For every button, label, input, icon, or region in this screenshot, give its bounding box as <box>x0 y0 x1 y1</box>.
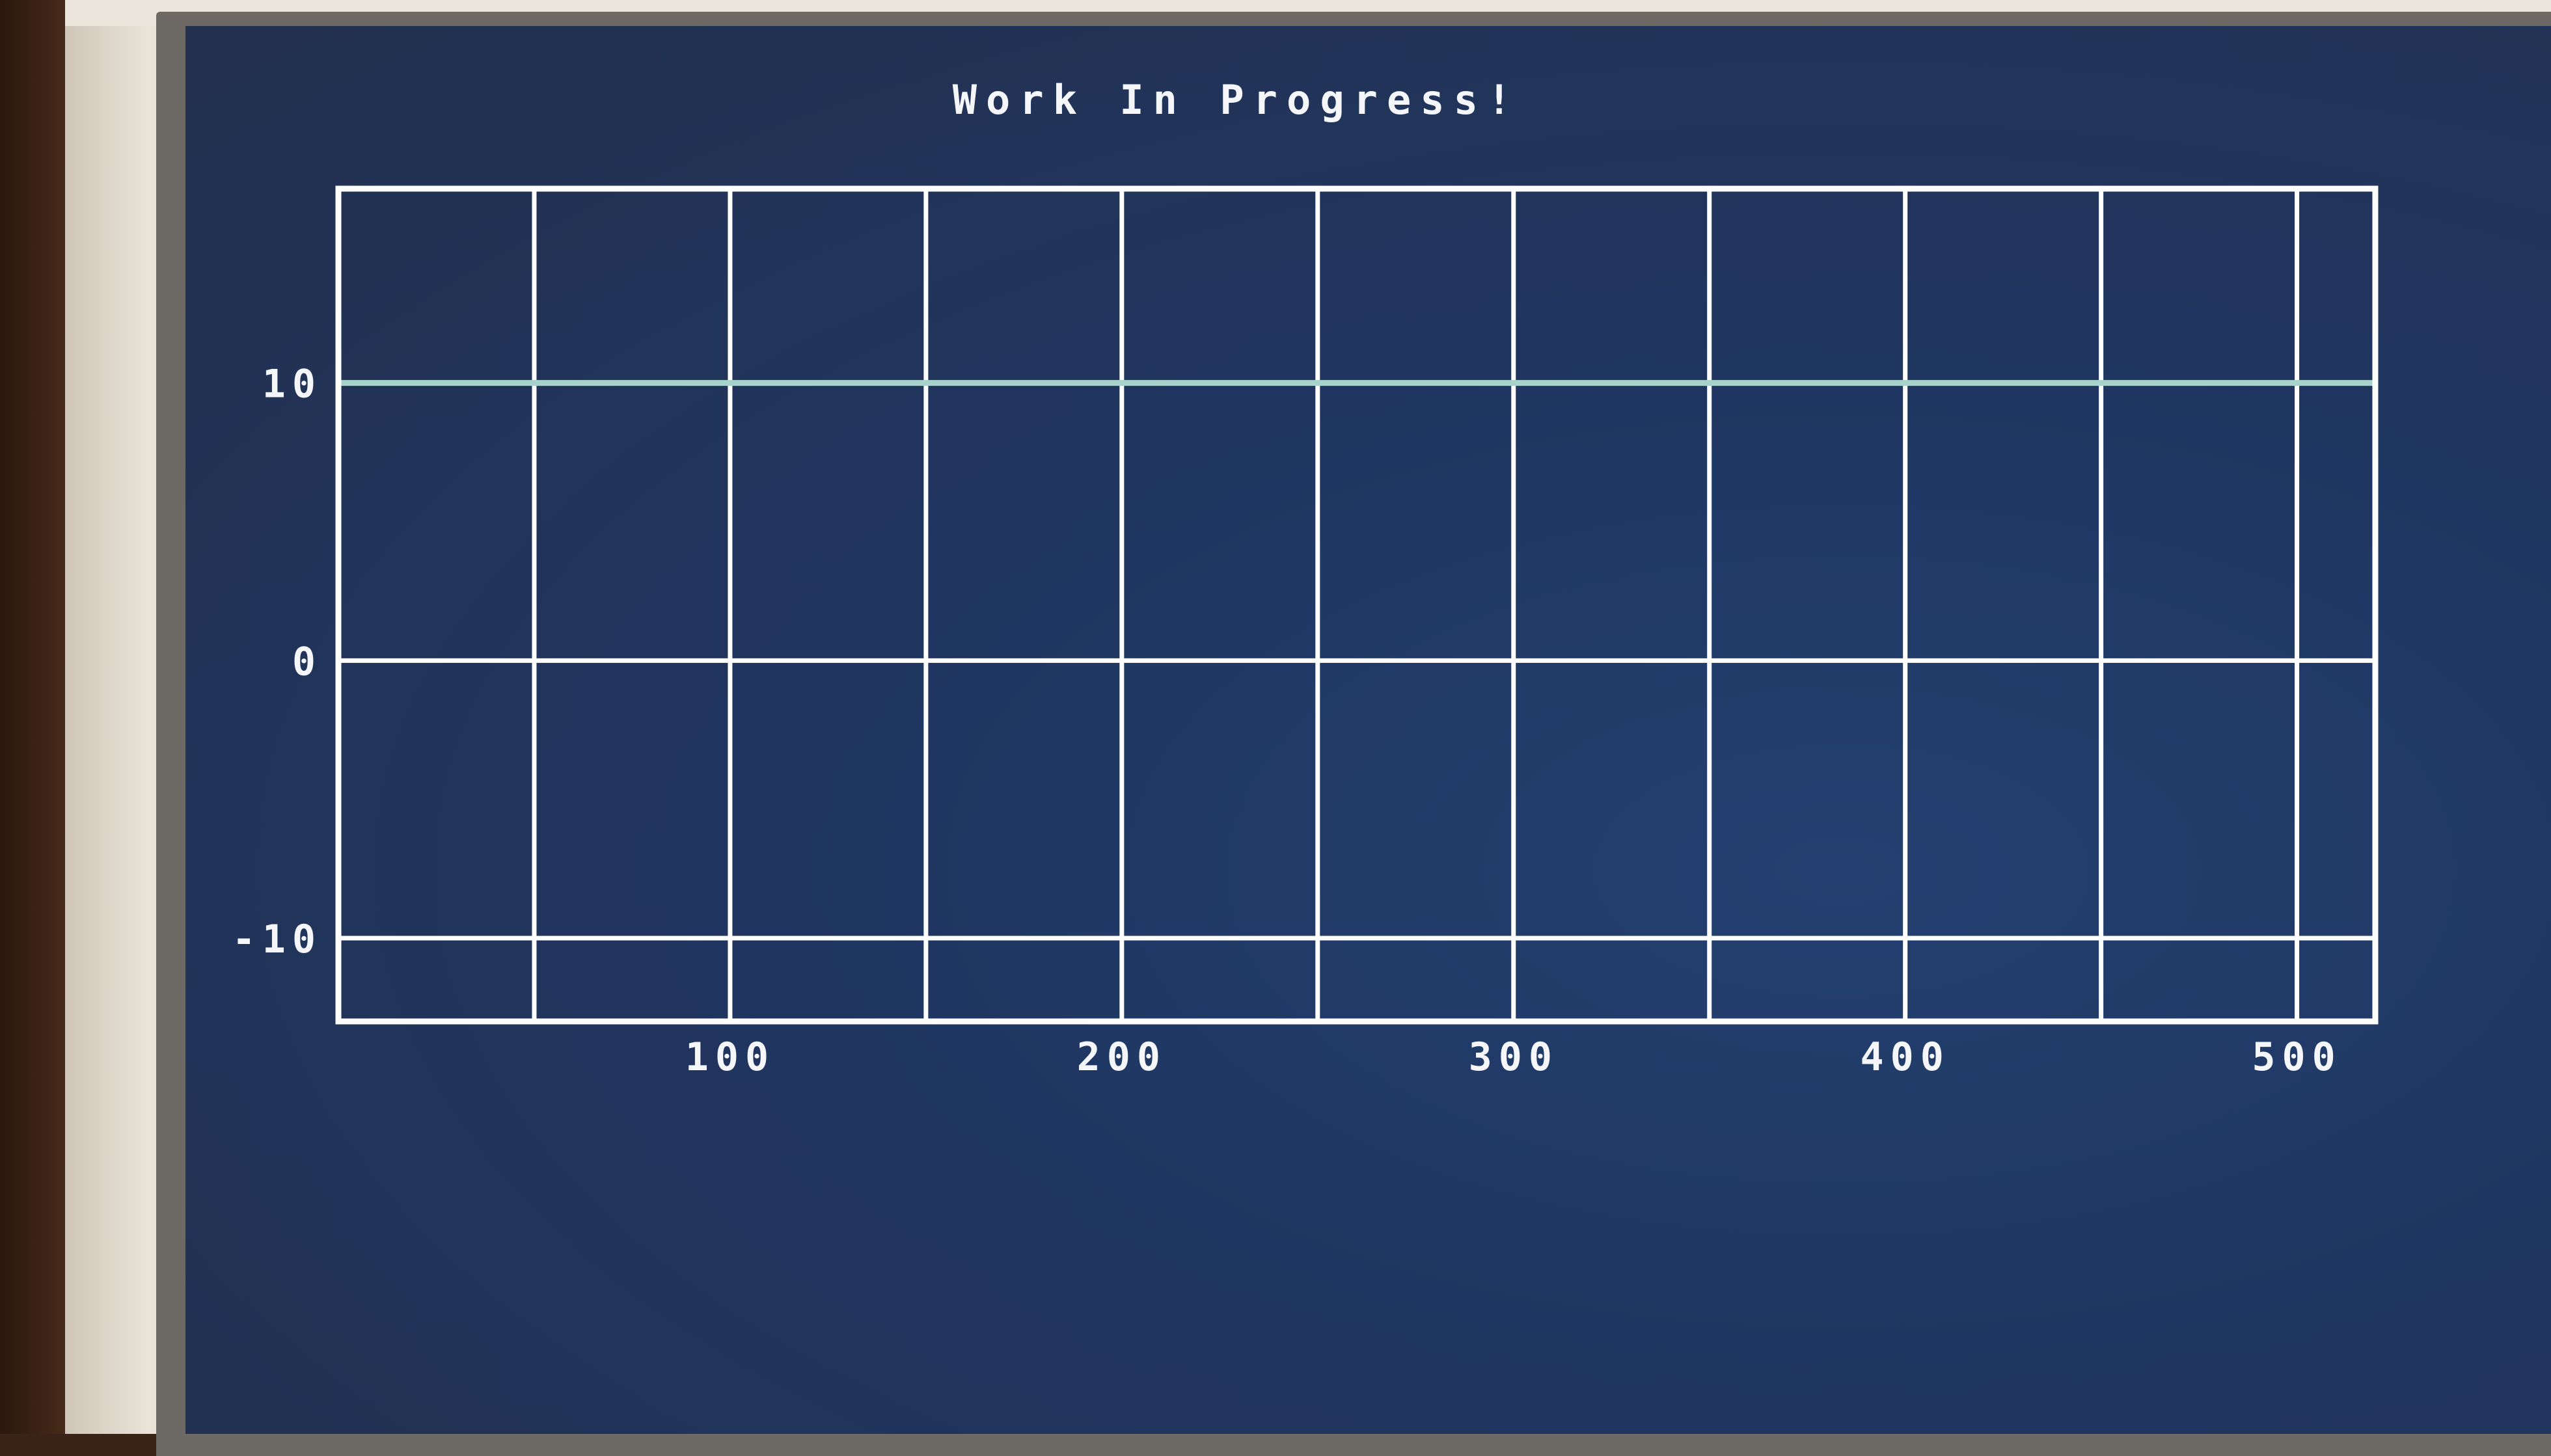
y-tick-label: 0 <box>292 639 322 684</box>
x-tick-label: 300 <box>1469 1034 1559 1080</box>
x-tick-label: 400 <box>1861 1034 1950 1080</box>
chart-frame <box>335 185 2379 1025</box>
x-tick-label: 500 <box>2252 1034 2341 1080</box>
chart-title: Work In Progress! <box>953 76 1521 124</box>
monitor-screen <box>185 26 2551 1434</box>
chart-grid <box>338 189 2375 1021</box>
y-tick-label: 10 <box>262 362 322 407</box>
y-axis-ticks: 10 0 -10 <box>232 362 322 962</box>
plot-border <box>335 185 2379 1025</box>
y-tick-label: -10 <box>232 917 322 962</box>
x-axis-ticks: 100 200 300 400 500 <box>685 1034 2341 1080</box>
x-tick-label: 200 <box>1077 1034 1167 1080</box>
x-tick-label: 100 <box>685 1034 775 1080</box>
